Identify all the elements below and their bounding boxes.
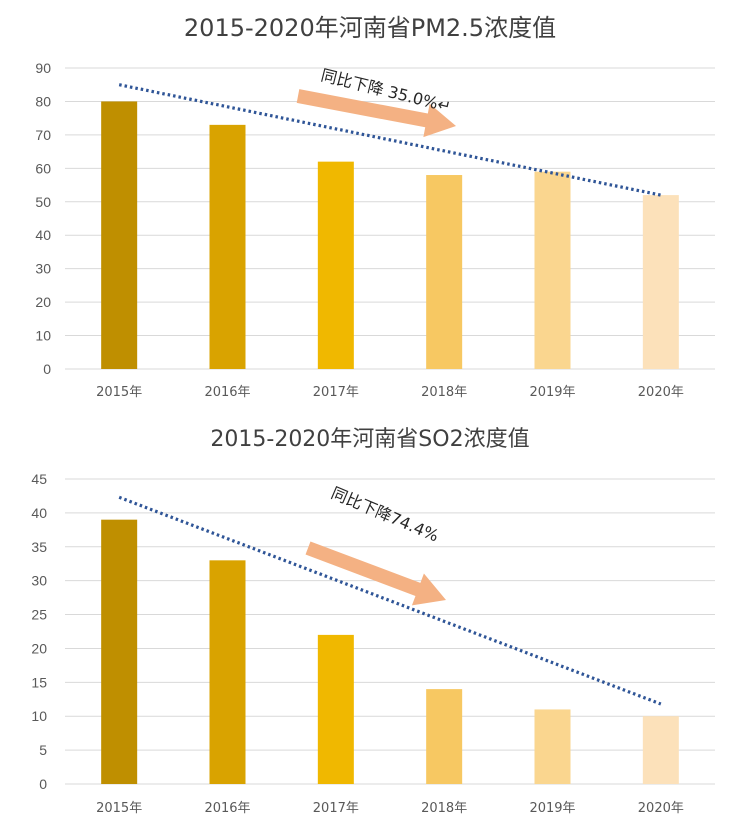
bar (101, 519, 138, 784)
bar (317, 634, 354, 784)
x-tick-label: 2019年 (529, 385, 575, 400)
bar (317, 161, 354, 369)
y-tick-label: 0 (39, 776, 47, 792)
bar (642, 195, 679, 369)
bar (534, 171, 571, 369)
bar (209, 560, 246, 784)
y-tick-label: 50 (35, 194, 51, 210)
y-tick-label: 35 (31, 539, 47, 555)
x-tick-label: 2016年 (204, 385, 250, 400)
bar (209, 124, 246, 369)
bar (426, 689, 463, 784)
y-tick-label: 5 (39, 742, 47, 758)
y-tick-label: 90 (35, 60, 51, 76)
y-tick-label: 40 (31, 505, 47, 521)
x-tick-label: 2019年 (529, 801, 575, 816)
x-tick-label: 2018年 (421, 385, 467, 400)
y-tick-label: 70 (35, 127, 51, 143)
x-tick-label: 2018年 (421, 801, 467, 816)
x-tick-label: 2020年 (638, 385, 684, 400)
y-tick-label: 25 (31, 607, 47, 623)
x-tick-label: 2017年 (313, 801, 359, 816)
bar (534, 709, 571, 784)
so2-chart: 2015-2020年河南省SO2浓度值 0 5 10 15 20 25 30 35 40 45 201… (31, 427, 715, 816)
y-tick-label: 30 (31, 573, 47, 589)
y-tick-label: 20 (31, 640, 47, 656)
y-tick-label: 10 (31, 708, 47, 724)
chart-title: 2015-2020年河南省PM2.5浓度值 (184, 14, 556, 42)
decline-annotation: 同比下降74.4% (328, 483, 441, 545)
y-tick-label: 45 (31, 471, 47, 487)
y-tick-label: 20 (35, 294, 51, 310)
pm25-chart: 2015-2020年河南省PM2.5浓度值 0 10 20 30 40 50 60 70 80 90… (35, 14, 715, 400)
bar (642, 716, 679, 784)
x-tick-label: 2020年 (638, 801, 684, 816)
trendline (118, 495, 662, 706)
y-tick-label: 40 (35, 227, 51, 243)
x-tick-label: 2017年 (313, 385, 359, 400)
x-tick-label: 2016年 (204, 801, 250, 816)
trendline (118, 83, 662, 197)
y-tick-label: 30 (35, 261, 51, 277)
trend-arrow (305, 541, 446, 606)
y-tick-label: 60 (35, 160, 51, 176)
y-tick-label: 80 (35, 93, 51, 109)
x-tick-label: 2015年 (96, 801, 142, 816)
y-tick-label: 0 (43, 361, 51, 377)
y-tick-label: 15 (31, 674, 47, 690)
y-tick-label: 10 (35, 328, 51, 344)
bar (426, 175, 463, 369)
chart-title: 2015-2020年河南省SO2浓度值 (210, 427, 529, 452)
x-tick-label: 2015年 (96, 385, 142, 400)
trend-arrow (296, 89, 456, 138)
bar (101, 101, 138, 369)
